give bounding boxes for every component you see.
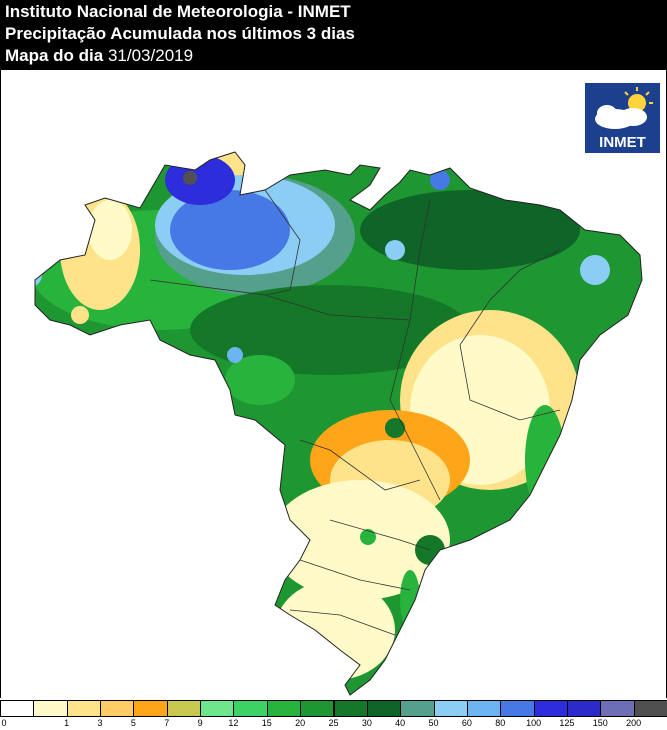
legend-tick-label: 5	[130, 718, 136, 728]
map-date-line: Mapa do dia 31/03/2019	[5, 45, 667, 67]
date-label: Mapa do dia	[5, 46, 104, 65]
legend-swatch	[66, 700, 102, 717]
legend-tick-label: 7	[164, 718, 170, 728]
legend-tick-label: 12	[228, 718, 239, 728]
legend-swatch	[600, 700, 635, 717]
legend-swatch	[400, 700, 435, 717]
inmet-logo: INMET	[585, 83, 660, 153]
legend-tick-label: 40	[395, 718, 406, 728]
logo-text: INMET	[599, 134, 646, 151]
legend-swatch	[500, 700, 535, 717]
legend-swatch	[0, 700, 35, 717]
legend-swatch	[200, 700, 235, 717]
legend-tick-label: 9	[197, 718, 203, 728]
legend-tick-label: 100	[526, 718, 542, 728]
map-subtitle: Precipitação Acumulada nos últimos 3 dia…	[5, 24, 355, 43]
legend-swatch	[633, 700, 667, 717]
precipitation-map	[34, 151, 643, 696]
sun-cloud-icon	[595, 87, 653, 129]
legend-swatch	[233, 700, 268, 717]
legend-swatch	[100, 700, 135, 717]
legend-swatch	[533, 700, 568, 717]
legend-tick-label: 150	[592, 718, 608, 728]
legend-tick-label: 1	[64, 718, 70, 728]
legend-tick-label: 30	[361, 718, 372, 728]
legend-swatch	[466, 700, 502, 717]
legend-tick-label: 25	[328, 718, 339, 728]
legend-tick-label: 50	[428, 718, 439, 728]
legend-tick-label: 80	[495, 718, 506, 728]
legend-swatch	[266, 700, 302, 717]
precipitation-legend: 0 1 3 5 7 9 12 15 20 25 30 40 50 60 80 100 125 150 200	[0, 700, 667, 730]
map-date: 31/03/2019	[107, 46, 194, 65]
legend-swatch	[333, 700, 368, 717]
legend-tick-label: 60	[461, 718, 472, 728]
legend-swatch	[433, 700, 468, 717]
legend-swatch	[566, 700, 602, 717]
legend-swatch	[166, 700, 202, 717]
map-header: Instituto Nacional de Meteorologia - INM…	[0, 0, 667, 70]
legend-swatch	[366, 700, 402, 717]
legend-swatch	[33, 700, 68, 717]
legend-tick-label: 20	[295, 718, 306, 728]
legend-tick-label: 125	[559, 718, 575, 728]
legend-tick-label: 200	[626, 718, 642, 728]
legend-tick-label: 0	[1, 718, 7, 728]
legend-swatch	[133, 700, 168, 717]
legend-tick-label: 15	[261, 718, 272, 728]
legend-swatch	[300, 700, 335, 717]
institute-title: Instituto Nacional de Meteorologia - INM…	[5, 2, 351, 21]
legend-tick-label: 3	[97, 718, 103, 728]
